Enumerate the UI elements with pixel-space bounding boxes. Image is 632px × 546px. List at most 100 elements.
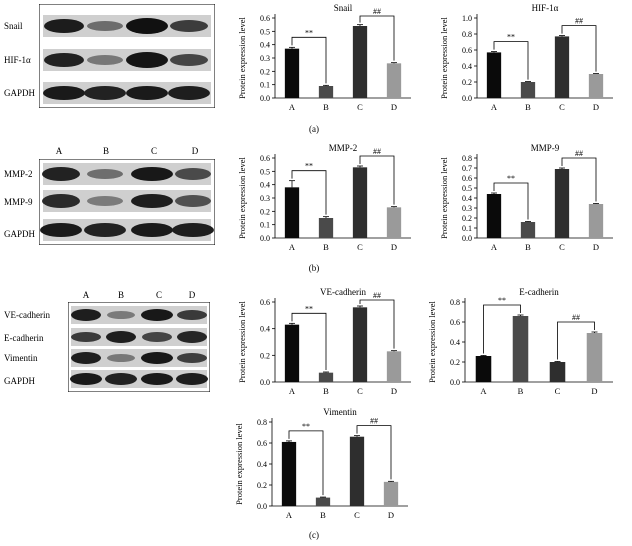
y-tick-label: 1.0 <box>462 14 472 23</box>
significance-bracket <box>288 430 324 496</box>
chart-title: VE-cadherin <box>320 287 366 297</box>
bar <box>549 362 566 382</box>
blot-label-ve-cadherin: VE-cadherin <box>4 310 50 320</box>
chart-title: E-cadherin <box>519 287 559 297</box>
x-tick-label: A <box>289 386 296 396</box>
western-blot-b <box>39 159 215 245</box>
y-tick-label: 0.4 <box>260 41 270 50</box>
y-tick-label: 0.5 <box>260 167 270 176</box>
y-tick-label: 0.8 <box>462 154 472 163</box>
x-tick-label: D <box>593 102 599 112</box>
blot-label-mmp2: MMP-2 <box>4 169 33 179</box>
blot-label-hif1a: HIF-1α <box>4 55 31 65</box>
y-tick-label: 0.6 <box>260 298 270 307</box>
y-tick-label: 0.2 <box>260 207 270 216</box>
x-tick-label: C <box>357 102 363 112</box>
significance-bracket <box>359 155 395 205</box>
chart-title: Snail <box>334 3 353 13</box>
blot-row-gapdh-c <box>70 370 208 388</box>
blot-label-gapdh-c: GAPDH <box>4 376 36 386</box>
y-tick-label: 0.0 <box>260 234 270 243</box>
bar <box>315 497 331 506</box>
lane-letter: D <box>191 146 199 156</box>
y-tick-label: 0.0 <box>450 378 460 387</box>
significance-label: ## <box>373 291 381 300</box>
y-tick-label: 0.2 <box>450 358 460 367</box>
x-tick-label: C <box>357 386 363 396</box>
y-tick-label: 0.2 <box>462 78 472 87</box>
blot-label-mmp9: MMP-9 <box>4 197 33 207</box>
bar <box>284 187 300 238</box>
blot-row-gapdh-b <box>40 219 214 241</box>
x-tick-label: B <box>323 242 329 252</box>
y-tick-label: 0.2 <box>462 214 472 223</box>
x-tick-label: D <box>391 242 397 252</box>
panel-label-b: (b) <box>308 263 320 273</box>
chart-title: Vimentin <box>323 407 357 417</box>
bar <box>475 356 492 382</box>
y-tick-label: 0.1 <box>260 221 270 230</box>
x-tick-label: D <box>391 386 397 396</box>
significance-label: ## <box>370 417 378 426</box>
x-tick-label: D <box>391 102 397 112</box>
y-tick-label: 0.0 <box>462 234 472 243</box>
lane-letter: B <box>117 290 124 300</box>
chart-title: MMP-2 <box>329 143 358 153</box>
significance-bracket <box>561 157 597 202</box>
bar <box>284 324 300 382</box>
significance-label: ** <box>302 422 310 431</box>
significance-bracket <box>483 304 521 354</box>
lane-letter: A <box>55 146 63 156</box>
blot-row-hif1a <box>43 49 211 71</box>
significance-label: ** <box>305 304 313 313</box>
blot-label-gapdh-a: GAPDH <box>4 88 36 98</box>
blot-row-e-cadherin <box>71 328 207 346</box>
x-tick-label: C <box>559 242 565 252</box>
significance-label: ## <box>373 147 381 156</box>
blot-row-mmp2 <box>42 163 211 185</box>
y-tick-label: 0.4 <box>462 194 472 203</box>
significance-label: ** <box>305 28 313 37</box>
blot-row-ve-cadherin <box>71 306 207 324</box>
panel-label-a: (a) <box>309 124 319 134</box>
bar <box>386 351 402 382</box>
significance-label: ** <box>305 162 313 171</box>
bar <box>284 48 300 98</box>
y-tick-label: 0.0 <box>257 502 267 511</box>
y-tick-label: 0.2 <box>257 481 267 490</box>
chart-mmp2: MMP-2 Protein expression level 0.0 0.1 0.2 0.… <box>237 143 411 252</box>
y-tick-label: 0.3 <box>260 54 270 63</box>
chart-vimentin: Vimentin Protein expression level 0.0 0.2 0.… <box>234 407 408 520</box>
bar <box>486 194 502 238</box>
significance-bracket <box>359 15 395 61</box>
blot-label-snail: Snail <box>4 21 23 31</box>
significance-label: ## <box>373 7 381 16</box>
y-axis-label: Protein expression level <box>439 17 449 99</box>
x-tick-label: B <box>518 386 524 396</box>
lane-letter: A <box>82 290 90 300</box>
blot-row-vimentin <box>71 349 207 367</box>
western-blot-a <box>39 4 215 108</box>
x-tick-label: A <box>289 102 296 112</box>
x-tick-label: B <box>323 386 329 396</box>
x-tick-label: C <box>357 242 363 252</box>
y-tick-label: 0.6 <box>462 174 472 183</box>
panel-label-c: (c) <box>309 530 319 540</box>
y-tick-label: 0.7 <box>462 164 472 173</box>
x-tick-label: B <box>320 510 326 520</box>
x-tick-label: A <box>491 242 498 252</box>
significance-bracket <box>557 321 595 360</box>
y-axis-label: Protein expression level <box>237 157 247 239</box>
significance-label: ## <box>572 313 580 322</box>
y-tick-label: 0.0 <box>260 94 270 103</box>
bar <box>588 204 604 238</box>
bar <box>318 372 334 382</box>
bar <box>520 82 536 98</box>
chart-hif1a: HIF-1α Protein expression level 0.0 0.2 0.4 0… <box>439 3 613 112</box>
x-tick-label: D <box>591 386 597 396</box>
bar <box>318 86 334 98</box>
x-tick-label: A <box>286 510 293 520</box>
x-tick-label: B <box>525 102 531 112</box>
y-tick-label: 0.6 <box>257 439 267 448</box>
